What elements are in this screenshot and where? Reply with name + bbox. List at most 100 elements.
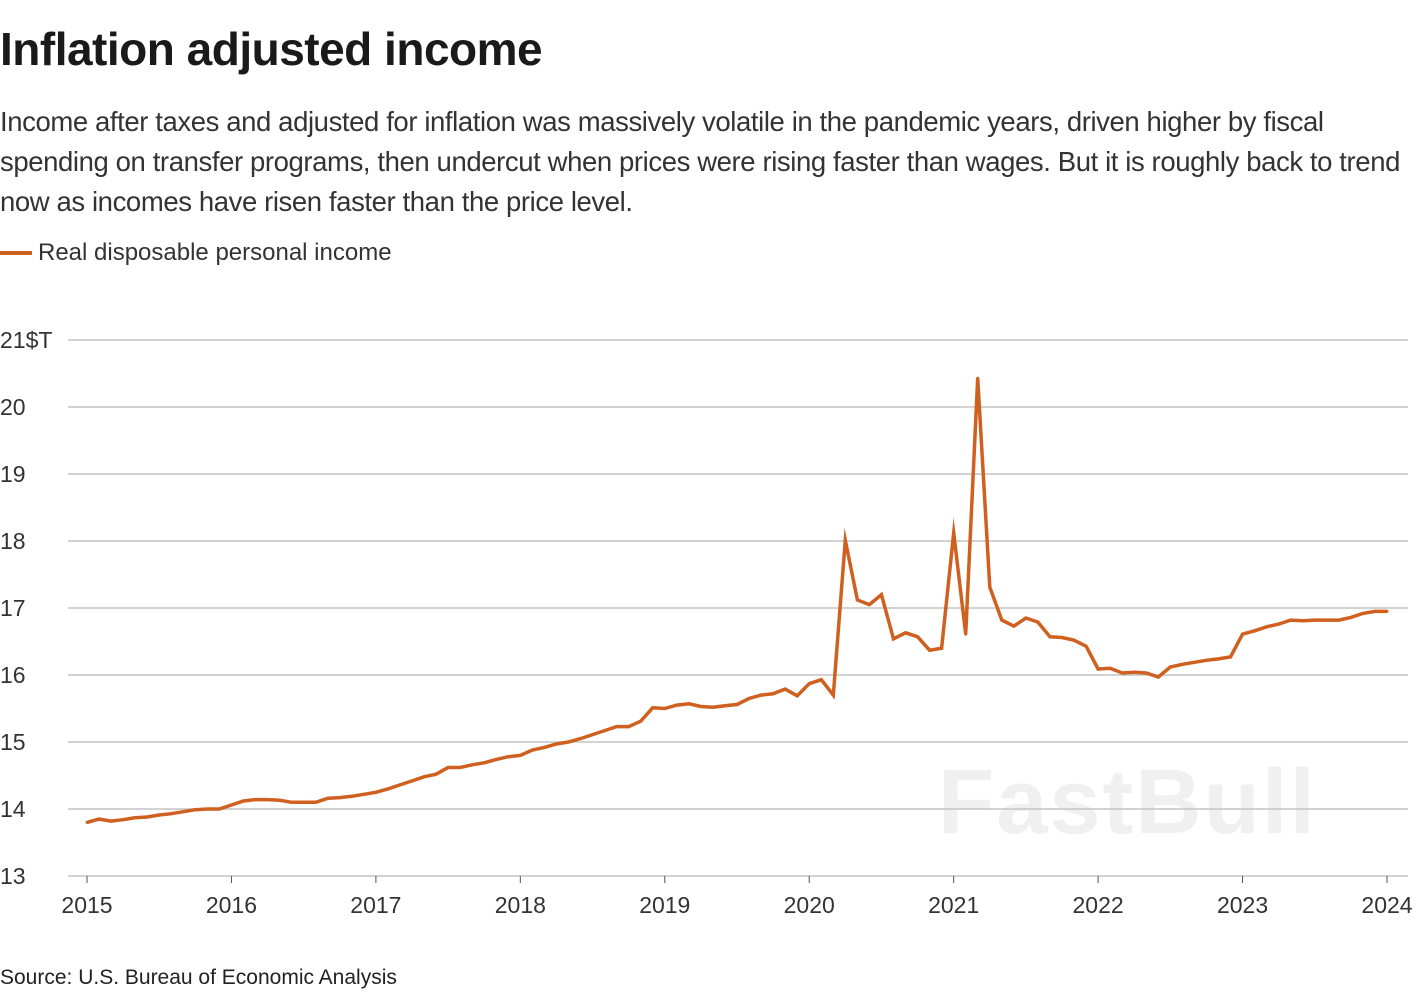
data-point	[916, 635, 920, 639]
data-point	[639, 719, 643, 723]
data-point	[410, 779, 414, 783]
source-note: Source: U.S. Bureau of Economic Analysis	[0, 966, 397, 989]
data-point	[145, 815, 149, 819]
data-point	[843, 538, 847, 542]
data-point	[1229, 655, 1233, 659]
data-point	[1072, 638, 1076, 642]
data-point	[530, 748, 534, 752]
x-tick-label: 2020	[784, 892, 835, 918]
data-point	[554, 742, 558, 746]
data-point	[434, 772, 438, 776]
data-point	[338, 796, 342, 800]
data-point	[879, 593, 883, 597]
data-point	[350, 794, 354, 798]
data-point	[1313, 618, 1317, 622]
data-point	[193, 808, 197, 812]
data-point	[855, 598, 859, 602]
y-tick-label: 17	[0, 595, 26, 621]
data-point	[1277, 622, 1281, 626]
y-tick-label: 19	[0, 461, 26, 487]
data-point	[831, 693, 835, 697]
data-point	[398, 783, 402, 787]
data-point	[1337, 618, 1341, 622]
data-point	[867, 603, 871, 607]
x-tick-label: 2017	[350, 892, 401, 918]
data-point	[494, 757, 498, 761]
x-tick-label: 2023	[1217, 892, 1268, 918]
data-point	[964, 632, 968, 636]
legend: Real disposable personal income	[0, 238, 1416, 268]
data-point	[976, 376, 980, 380]
data-point	[205, 807, 209, 811]
data-point	[133, 816, 137, 820]
series-line-0	[86, 378, 1387, 825]
data-point	[1325, 618, 1329, 622]
data-point	[940, 646, 944, 650]
data-point	[302, 800, 306, 804]
data-point	[1204, 658, 1208, 662]
data-point	[723, 704, 727, 708]
x-tick-label: 2018	[495, 892, 546, 918]
data-point	[121, 818, 125, 822]
chart-header: Inflation adjusted income Income after t…	[0, 20, 1416, 268]
data-point	[374, 790, 378, 794]
y-tick-label: 15	[0, 729, 26, 755]
data-point	[651, 706, 655, 710]
data-point	[1180, 662, 1184, 666]
y-tick-label: 20	[0, 394, 26, 420]
data-point	[699, 704, 703, 708]
legend-swatch	[0, 251, 32, 255]
data-point	[1301, 619, 1305, 623]
data-point	[819, 678, 823, 682]
data-point	[687, 702, 691, 706]
data-point	[362, 792, 366, 796]
chart-subtitle: Income after taxes and adjusted for infl…	[0, 106, 1400, 217]
data-point	[326, 796, 330, 800]
data-point	[470, 763, 474, 767]
data-point	[1132, 670, 1136, 674]
data-point	[952, 531, 956, 535]
data-point	[386, 787, 390, 791]
data-point	[266, 798, 270, 802]
data-point	[1361, 611, 1365, 615]
data-point	[1289, 618, 1293, 622]
data-point	[1084, 644, 1088, 648]
data-point	[615, 725, 619, 729]
legend-label: Real disposable personal income	[38, 239, 392, 266]
data-point	[1120, 671, 1124, 675]
data-point	[591, 733, 595, 737]
data-point	[290, 800, 294, 804]
data-point	[771, 692, 775, 696]
data-point	[482, 761, 486, 765]
y-tick-label: 14	[0, 796, 26, 822]
data-point	[759, 693, 763, 697]
data-point	[97, 817, 101, 821]
data-point	[1373, 609, 1377, 613]
data-point	[663, 707, 667, 710]
data-point	[579, 737, 583, 741]
data-point	[1096, 667, 1100, 671]
data-point	[603, 729, 607, 733]
data-point	[506, 755, 510, 759]
data-point	[458, 765, 462, 769]
x-tick-label: 2016	[206, 892, 257, 918]
data-point	[278, 798, 282, 802]
data-point	[1108, 666, 1112, 670]
data-point	[904, 631, 908, 635]
x-tick-label: 2022	[1073, 892, 1124, 918]
data-point	[891, 637, 895, 641]
x-tick-label: 2015	[61, 892, 112, 918]
data-point	[1144, 671, 1148, 675]
data-point	[217, 807, 221, 811]
data-point	[254, 798, 258, 802]
data-point	[542, 745, 546, 749]
data-point	[518, 753, 522, 757]
watermark: FastBull	[938, 751, 1317, 853]
data-point	[988, 585, 992, 589]
data-point	[1216, 657, 1220, 661]
data-point	[735, 702, 739, 706]
data-point	[783, 687, 787, 691]
data-point	[1192, 660, 1196, 664]
data-point	[446, 765, 450, 769]
y-tick-label: 21$T	[0, 327, 52, 353]
